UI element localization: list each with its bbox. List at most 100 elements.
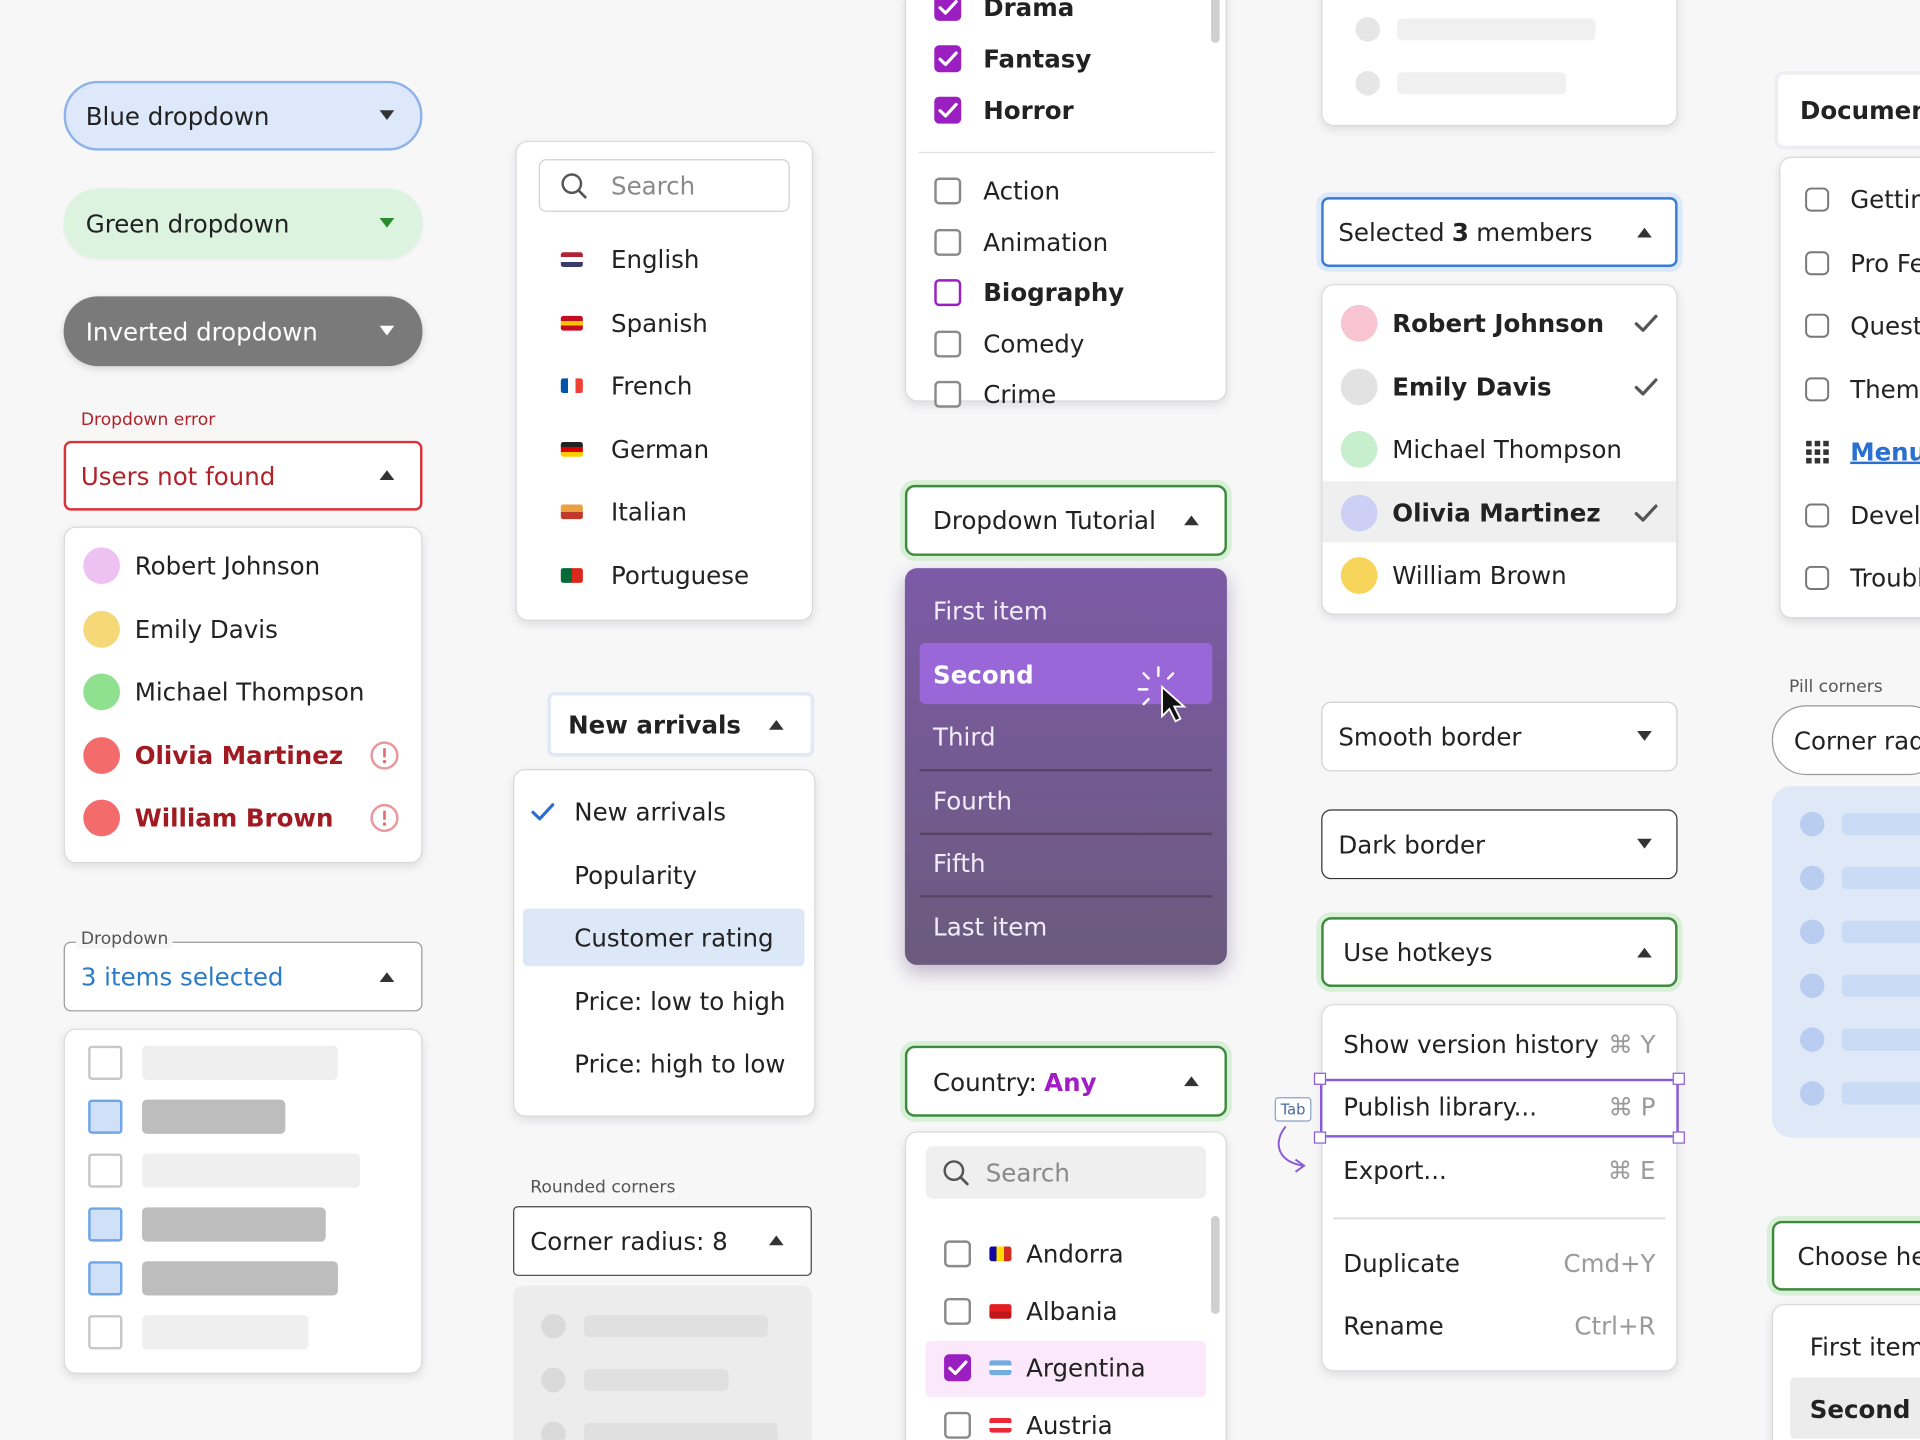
placeholder	[1841, 1082, 1920, 1105]
list-item: Fantasy	[983, 44, 1092, 74]
placeholder	[1397, 72, 1567, 95]
green-dropdown[interactable]	[63, 188, 423, 259]
smooth-dropdown[interactable]	[1321, 701, 1678, 772]
search-placeholder: Search	[611, 171, 696, 201]
sort-dropdown[interactable]	[547, 691, 815, 757]
placeholder	[142, 1045, 338, 1081]
dropdown-value: Smooth border	[1338, 722, 1522, 752]
checkbox	[88, 1045, 123, 1081]
list-item: Second	[933, 659, 1034, 689]
dropdown-value: Users not found	[80, 461, 276, 492]
dropdown-value: Inverted dropdown	[85, 317, 318, 347]
list-item: Show version history	[1343, 1029, 1599, 1060]
list-item: Pro Fe	[1850, 247, 1920, 278]
caret	[379, 110, 395, 121]
list-item: Andorra	[1026, 1239, 1124, 1269]
avatar	[83, 799, 121, 837]
caret	[379, 972, 395, 983]
search-field[interactable]	[538, 159, 790, 212]
flag-icon	[560, 568, 583, 583]
list-item: Olivia Martinez	[134, 740, 344, 770]
doc-icon	[1805, 565, 1830, 590]
choose-dropdown[interactable]	[1771, 1220, 1920, 1291]
hotkeys-dropdown[interactable]	[1321, 917, 1678, 987]
list-item: Rename	[1343, 1311, 1444, 1341]
list-item: Second	[1809, 1394, 1911, 1425]
avatar	[541, 1367, 566, 1393]
list-item: New arrivals	[574, 797, 727, 827]
list-item: Export...	[1343, 1155, 1447, 1186]
list-item: Emily Davis	[1392, 371, 1552, 402]
dropdown-value: Dropdown Tutorial	[933, 505, 1156, 536]
dropdown-value: Selected 3 members	[1338, 218, 1592, 247]
checkbox	[88, 1099, 123, 1134]
doc-dropdown[interactable]	[1774, 71, 1920, 150]
inverted-dropdown[interactable]	[63, 296, 423, 367]
caret	[379, 470, 395, 481]
flag-icon	[560, 315, 583, 331]
placeholder	[1841, 920, 1920, 943]
field-label: Dropdown	[75, 929, 174, 949]
placeholder	[1841, 974, 1920, 997]
list-item: Third	[933, 722, 996, 752]
text-part: Selected	[1338, 217, 1445, 248]
members-dropdown[interactable]	[1321, 197, 1678, 267]
tutorial-dropdown[interactable]	[904, 484, 1227, 556]
caret	[379, 325, 395, 336]
shortcut: ⌘ Y	[1608, 1029, 1656, 1060]
text-part: Any	[1044, 1067, 1097, 1098]
avatar	[1340, 304, 1378, 342]
avatar	[1355, 71, 1381, 96]
dropdown-value: Choose he	[1797, 1241, 1920, 1272]
handle	[1672, 1131, 1685, 1144]
list-item: English	[611, 244, 700, 275]
shortcut: Ctrl+R	[1574, 1311, 1656, 1341]
avatar	[1800, 973, 1825, 998]
doc-icon	[1805, 187, 1830, 212]
list-item: Action	[983, 176, 1060, 206]
highlight	[925, 1340, 1207, 1398]
flag-icon	[560, 378, 583, 394]
multi-dropdown[interactable]	[63, 941, 423, 1012]
avatar	[1340, 494, 1378, 531]
blue-dropdown[interactable]	[63, 80, 423, 151]
pill-dropdown[interactable]	[1771, 705, 1920, 776]
avatar	[1800, 919, 1825, 945]
list-item: Menu	[1850, 437, 1920, 467]
list-item: Horror	[983, 95, 1074, 125]
dropdown-value: Blue dropdown	[85, 101, 270, 132]
search-field[interactable]	[925, 1146, 1207, 1199]
avatar	[1800, 1081, 1825, 1106]
rounded-dropdown[interactable]	[513, 1206, 812, 1276]
tab-badge	[1274, 1097, 1312, 1122]
country-dropdown[interactable]	[904, 1045, 1227, 1117]
check-icon	[1634, 377, 1658, 395]
avatar	[1355, 17, 1381, 42]
avatar	[1800, 811, 1825, 837]
list-item: Fifth	[933, 848, 986, 878]
list-item: Olivia Martinez	[1392, 497, 1601, 528]
flag-icon	[989, 1246, 1012, 1262]
dark-dropdown[interactable]	[1321, 809, 1678, 880]
checkbox	[88, 1207, 123, 1242]
dropdown-value: Green dropdown	[85, 209, 290, 239]
text-part: 3	[1451, 217, 1469, 248]
check-icon	[938, 0, 958, 15]
list-item: Popularity	[574, 860, 698, 890]
placeholder	[1841, 813, 1920, 836]
list-item: Price: low to high	[574, 986, 786, 1016]
flag-icon	[560, 504, 583, 520]
check-icon	[938, 102, 958, 118]
avatar	[83, 547, 121, 585]
list-item: William Brown	[1392, 560, 1567, 591]
selection-frame	[1320, 1078, 1679, 1138]
tutorial-menu	[904, 568, 1227, 965]
dropdown-value: Use hotkeys	[1343, 937, 1493, 968]
list-item: Quest	[1850, 311, 1920, 341]
error-dropdown[interactable]	[63, 440, 423, 511]
list-item: Fourth	[933, 785, 1012, 815]
placeholder	[142, 1207, 326, 1242]
list-item: Austria	[1026, 1410, 1113, 1440]
checkbox	[88, 1315, 123, 1350]
